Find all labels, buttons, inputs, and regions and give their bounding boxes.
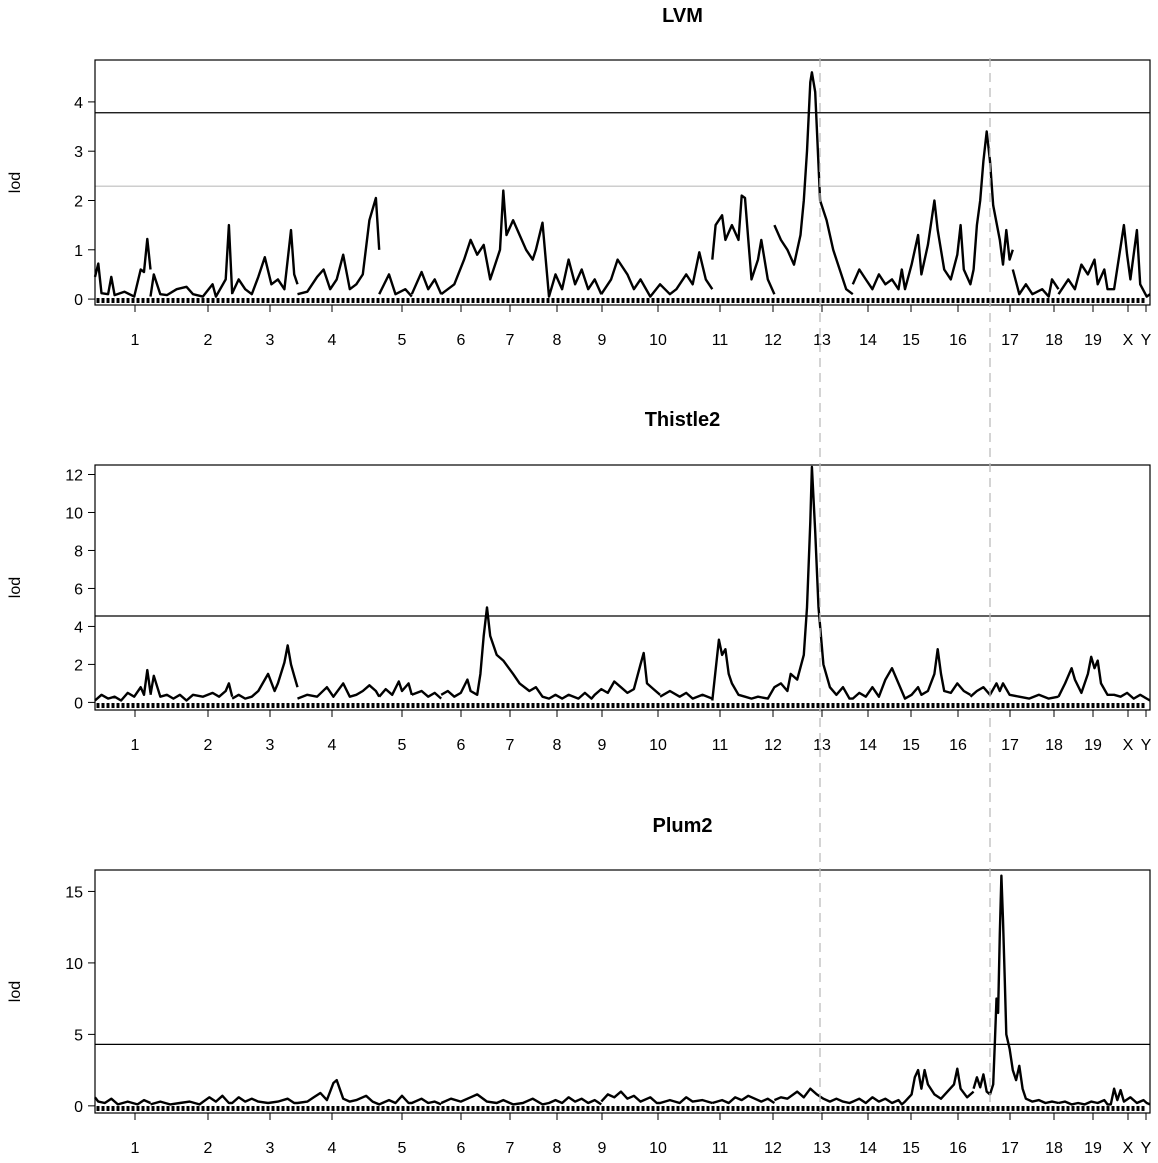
chromosome-label: 16 — [949, 1140, 967, 1157]
chromosome-label: 12 — [764, 1140, 782, 1157]
y-axis-label: lod — [7, 981, 24, 1002]
chromosome-label: Y — [1141, 332, 1152, 349]
y-tick-label: 4 — [74, 619, 83, 636]
chromosome-label: 7 — [506, 737, 515, 754]
chromosome-label: 1 — [131, 1140, 140, 1157]
chromosome-label: 8 — [553, 737, 562, 754]
panel-title: Plum2 — [652, 815, 712, 837]
chromosome-label: 17 — [1001, 737, 1019, 754]
chromosome-label: 3 — [266, 737, 275, 754]
chromosome-label: 7 — [506, 1140, 515, 1157]
chromosome-label: 13 — [813, 737, 831, 754]
chromosome-label: 6 — [457, 737, 466, 754]
chromosome-label: 17 — [1001, 332, 1019, 349]
chromosome-label: 14 — [859, 332, 877, 349]
chromosome-label: 15 — [902, 332, 920, 349]
y-tick-label: 4 — [74, 95, 83, 112]
marker-rug — [96, 703, 1145, 708]
chromosome-label: X — [1123, 737, 1134, 754]
chromosome-label: 6 — [457, 1140, 466, 1157]
chromosome-label: 10 — [649, 332, 667, 349]
chromosome-label: X — [1123, 1140, 1134, 1157]
chromosome-label: Y — [1141, 737, 1152, 754]
chromosome-label: 9 — [598, 1140, 607, 1157]
chromosome-label: X — [1123, 332, 1134, 349]
lod-series-line — [93, 71, 1151, 298]
y-tick-label: 0 — [74, 292, 83, 309]
chromosome-label: 16 — [949, 332, 967, 349]
chromosome-label: 19 — [1084, 1140, 1102, 1157]
plot-frame — [94, 464, 1151, 711]
chromosome-label: 2 — [204, 1140, 213, 1157]
chromosome-label: 18 — [1045, 737, 1063, 754]
chromosome-label: 10 — [649, 737, 667, 754]
chromosome-label: 5 — [398, 1140, 407, 1157]
y-tick-label: 3 — [74, 144, 83, 161]
chromosome-label: 15 — [902, 1140, 920, 1157]
chromosome-label: 2 — [204, 737, 213, 754]
chromosome-label: 9 — [598, 737, 607, 754]
chromosome-label: 13 — [813, 332, 831, 349]
chromosome-label: 13 — [813, 1140, 831, 1157]
y-tick-label: 6 — [74, 581, 83, 598]
chromosome-label: 18 — [1045, 1140, 1063, 1157]
chromosome-label: 4 — [328, 332, 337, 349]
plot-frame — [94, 869, 1151, 1114]
chromosome-label: 10 — [649, 1140, 667, 1157]
marker-rug — [96, 1106, 1145, 1111]
y-tick-label: 1 — [74, 243, 83, 260]
chromosome-label: 4 — [328, 737, 337, 754]
chromosome-label: 17 — [1001, 1140, 1019, 1157]
y-tick-label: 0 — [74, 695, 83, 712]
chromosome-label: 11 — [712, 332, 729, 349]
chromosome-label: 14 — [859, 1140, 877, 1157]
y-tick-label: 2 — [74, 193, 83, 210]
plot-frame — [94, 59, 1151, 306]
chromosome-label: 3 — [266, 332, 275, 349]
chromosome-label: 12 — [764, 737, 782, 754]
chromosome-label: 19 — [1084, 737, 1102, 754]
chromosome-label: 11 — [712, 1140, 729, 1157]
chromosome-label: 16 — [949, 737, 967, 754]
chromosome-label: 8 — [553, 1140, 562, 1157]
chromosome-label: 1 — [131, 737, 140, 754]
panel-title: Thistle2 — [645, 409, 721, 431]
y-tick-label: 12 — [65, 467, 83, 484]
panel-title: LVM — [662, 5, 703, 27]
lod-series-line — [94, 465, 1151, 702]
chromosome-label: 14 — [859, 737, 877, 754]
chromosome-label: 1 — [131, 332, 140, 349]
chromosome-label: 18 — [1045, 332, 1063, 349]
y-tick-label: 2 — [74, 657, 83, 674]
y-tick-label: 0 — [74, 1099, 83, 1116]
y-tick-label: 10 — [65, 505, 83, 522]
y-tick-label: 15 — [65, 884, 83, 901]
chromosome-label: 8 — [553, 332, 562, 349]
y-axis-label: lod — [7, 577, 24, 598]
lod-series-line — [94, 874, 1151, 1106]
chromosome-label: 5 — [398, 332, 407, 349]
chromosome-label: 5 — [398, 737, 407, 754]
y-axis-label: lod — [7, 172, 24, 193]
chromosome-label: 11 — [712, 737, 729, 754]
chromosome-label: 2 — [204, 332, 213, 349]
chromosome-label: 9 — [598, 332, 607, 349]
y-tick-label: 5 — [74, 1027, 83, 1044]
y-tick-label: 8 — [74, 543, 83, 560]
chromosome-label: 3 — [266, 1140, 275, 1157]
chromosome-label: 15 — [902, 737, 920, 754]
chromosome-label: 7 — [506, 332, 515, 349]
chromosome-label: 4 — [328, 1140, 337, 1157]
y-tick-label: 10 — [65, 956, 83, 973]
chromosome-label: 12 — [764, 332, 782, 349]
chromosome-label: 19 — [1084, 332, 1102, 349]
marker-rug — [96, 298, 1145, 303]
chromosome-label: Y — [1141, 1140, 1152, 1157]
chromosome-label: 6 — [457, 332, 466, 349]
